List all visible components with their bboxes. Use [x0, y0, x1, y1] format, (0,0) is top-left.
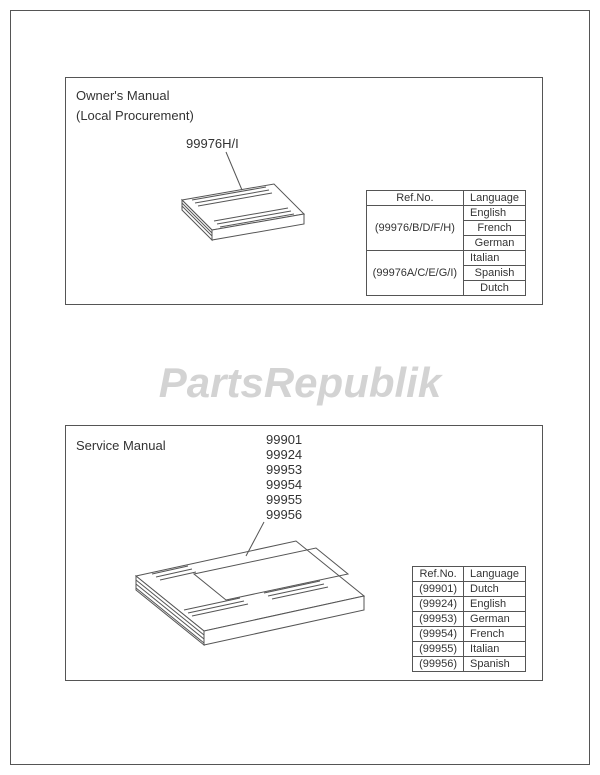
lang-cell: Spanish — [464, 657, 526, 672]
ref-cell: (99976A/C/E/G/I) — [366, 251, 463, 296]
lang-cell: Dutch — [464, 582, 526, 597]
ref-cell: (99924) — [413, 597, 464, 612]
col-language: Language — [464, 191, 526, 206]
owners-manual-ref-table: Ref.No. Language (99976/B/D/F/H) English… — [366, 190, 526, 296]
lang-cell: English — [464, 597, 526, 612]
outer-border: Owner's Manual (Local Procurement) 99976… — [10, 10, 590, 765]
lang-cell: Dutch — [464, 281, 526, 296]
lang-cell: French — [464, 627, 526, 642]
col-refno: Ref.No. — [366, 191, 463, 206]
lang-cell: Spanish — [464, 266, 526, 281]
lang-cell: French — [464, 221, 526, 236]
col-language: Language — [464, 567, 526, 582]
col-refno: Ref.No. — [413, 567, 464, 582]
ref-cell: (99955) — [413, 642, 464, 657]
lang-cell: German — [464, 612, 526, 627]
lang-cell: German — [464, 236, 526, 251]
service-manual-ref-table: Ref.No. Language (99901)Dutch (99924)Eng… — [412, 566, 526, 672]
ref-cell: (99901) — [413, 582, 464, 597]
lang-cell: English — [464, 206, 526, 221]
ref-cell: (99954) — [413, 627, 464, 642]
ref-cell: (99956) — [413, 657, 464, 672]
lang-cell: Italian — [464, 251, 526, 266]
ref-cell: (99953) — [413, 612, 464, 627]
service-manual-panel: Service Manual 99901 99924 99953 99954 9… — [65, 425, 543, 681]
owners-manual-panel: Owner's Manual (Local Procurement) 99976… — [65, 77, 543, 305]
lang-cell: Italian — [464, 642, 526, 657]
ref-cell: (99976/B/D/F/H) — [366, 206, 463, 251]
